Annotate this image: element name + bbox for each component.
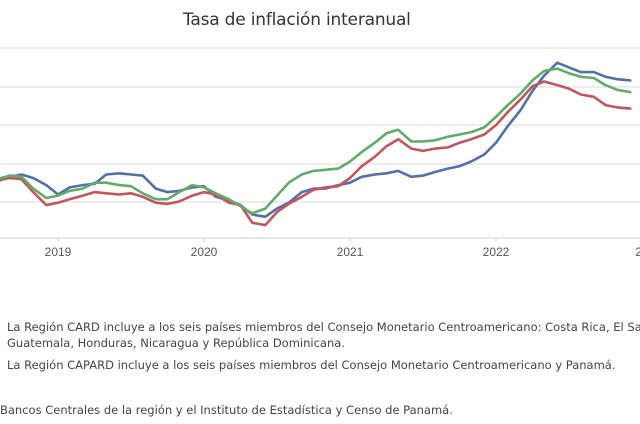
x-tick-label-2022: 2022 — [483, 245, 510, 259]
gridlines — [0, 47, 640, 203]
note-card-region: La Región CARD incluye a los seis países… — [7, 319, 640, 351]
inflation-line-chart: 2019 2020 2021 2022 20 — [0, 38, 640, 259]
x-axis-ticks: 2019 2020 2021 2022 20 — [45, 238, 640, 259]
source-note: Bancos Centrales de la región y el Insti… — [0, 403, 453, 417]
series-lines — [0, 61, 632, 227]
x-tick-label-2020: 2020 — [191, 245, 218, 259]
note-card-line-1: La Región CARD incluye a los seis países… — [7, 320, 640, 334]
x-tick-label-20: 20 — [635, 245, 640, 259]
series-line-3 — [0, 67, 632, 215]
plot-area — [0, 38, 640, 238]
note-card-line-2: Guatemala, Honduras, Nicaragua y Repúbli… — [7, 336, 345, 350]
chart-title: Tasa de inflación interanual — [183, 10, 411, 30]
series-line-2 — [0, 80, 632, 227]
note-capard-region: La Región CAPARD incluye a los seis país… — [7, 358, 616, 372]
x-tick-label-2019: 2019 — [45, 245, 72, 259]
x-tick-label-2021: 2021 — [337, 245, 364, 259]
